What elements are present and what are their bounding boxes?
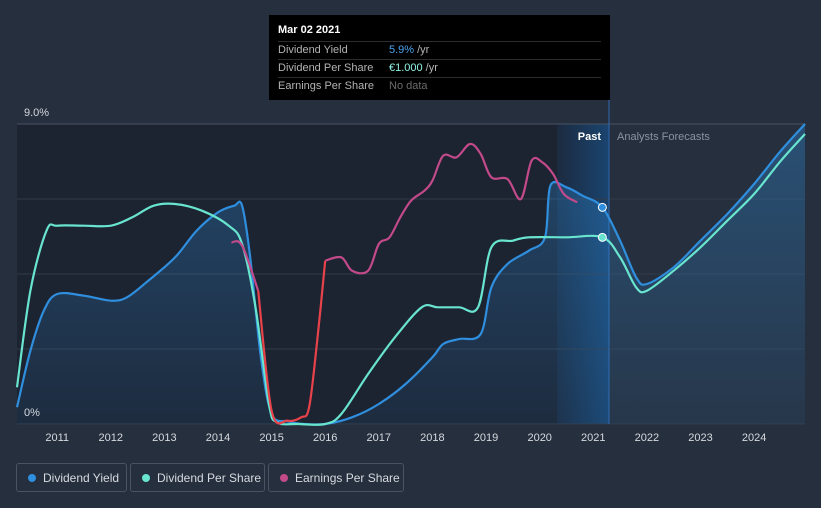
legend-earnings-per-share[interactable]: Earnings Per Share xyxy=(268,463,404,492)
x-tick-label: 2018 xyxy=(420,432,444,444)
tooltip-label: Dividend Per Share xyxy=(278,62,374,74)
legend-label: Dividend Per Share xyxy=(157,470,262,485)
legend-label: Earnings Per Share xyxy=(295,470,400,485)
x-tick-label: 2016 xyxy=(313,432,337,444)
x-tick-label: 2014 xyxy=(206,432,230,444)
legend-dividend-per-share[interactable]: Dividend Per Share xyxy=(130,463,265,492)
tooltip-unit: /yr xyxy=(425,62,438,74)
legend-dot-icon xyxy=(142,473,150,482)
x-tick-label: 2011 xyxy=(45,432,69,444)
x-tick-label: 2019 xyxy=(474,432,498,444)
tooltip-label: Earnings Per Share xyxy=(278,80,374,92)
dividend-per-share-marker[interactable] xyxy=(597,232,607,242)
dividend-per-share-line xyxy=(15,133,806,426)
legend-label: Dividend Yield xyxy=(43,470,120,485)
x-tick-label: 2024 xyxy=(742,432,766,444)
x-tick-label: 2015 xyxy=(259,432,283,444)
past-label: Past xyxy=(578,131,602,143)
legend-dividend-yield[interactable]: Dividend Yield xyxy=(16,463,127,492)
tooltip-row-dividend-yield: Dividend Yield 5.9% /yr xyxy=(278,42,601,60)
tooltip-unit: /yr xyxy=(417,44,430,56)
tooltip-value: €1.000 xyxy=(389,62,423,74)
x-tick-label: 2017 xyxy=(367,432,391,444)
tooltip-date: Mar 02 2021 xyxy=(278,23,601,42)
y-tick-label-min: 0% xyxy=(24,407,40,419)
tooltip-row-dividend-per-share: Dividend Per Share €1.000 /yr xyxy=(278,60,601,78)
x-tick-label: 2022 xyxy=(635,432,659,444)
dividend-yield-line xyxy=(15,123,806,426)
legend-dot-icon xyxy=(280,473,288,482)
forecast-label: Analysts Forecasts xyxy=(617,131,710,143)
x-tick-label: 2013 xyxy=(152,432,176,444)
x-tick-label: 2012 xyxy=(99,432,123,444)
x-tick-label: 2023 xyxy=(688,432,712,444)
tooltip: Mar 02 2021 Dividend Yield 5.9% /yr Divi… xyxy=(269,15,610,100)
tooltip-row-earnings-per-share: Earnings Per Share No data xyxy=(278,78,601,95)
earnings-per-share-low-segment xyxy=(257,260,327,425)
x-axis-ticks: 2011 2012 2013 2014 2015 2016 2017 2018 2019 2020… xyxy=(45,432,766,444)
y-tick-label-max: 9.0% xyxy=(24,107,49,119)
x-tick-label: 2021 xyxy=(581,432,605,444)
earnings-per-share-line xyxy=(231,142,578,292)
dividend-yield-area xyxy=(17,124,805,425)
legend-dot-icon xyxy=(28,473,36,482)
dividend-yield-marker[interactable] xyxy=(597,202,607,212)
tooltip-value: No data xyxy=(389,80,428,92)
tooltip-value: 5.9% xyxy=(389,44,415,56)
tooltip-label: Dividend Yield xyxy=(278,44,348,56)
x-tick-label: 2020 xyxy=(527,432,551,444)
